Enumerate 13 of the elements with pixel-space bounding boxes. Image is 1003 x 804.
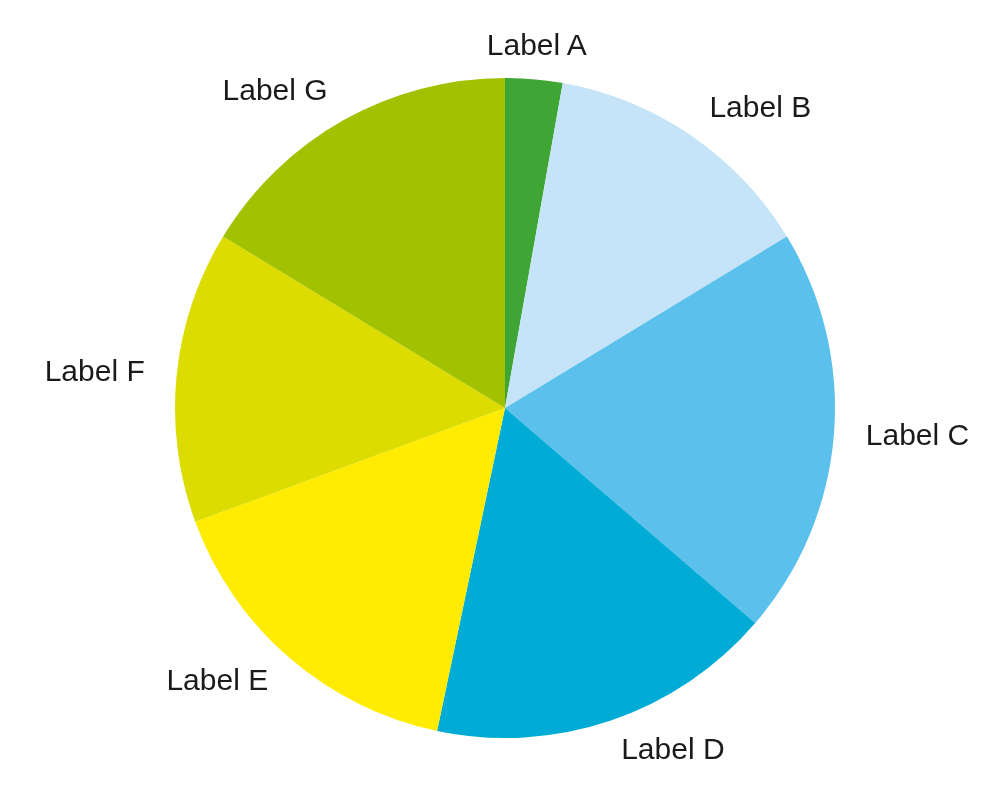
slice-label: Label E <box>166 662 269 696</box>
slice-label: Label G <box>222 73 328 107</box>
pie-slice <box>505 236 835 624</box>
pie-slice <box>505 78 563 408</box>
pie-slice <box>437 408 756 738</box>
pie-slice <box>175 236 505 522</box>
slice-label: Label C <box>865 418 970 452</box>
slice-label: Label F <box>44 353 145 387</box>
pie-slice <box>223 78 505 408</box>
slice-label: Label D <box>621 731 725 765</box>
pie-slice <box>505 83 787 408</box>
slice-label: Label A <box>486 28 587 62</box>
slice-label: Label B <box>709 90 812 124</box>
